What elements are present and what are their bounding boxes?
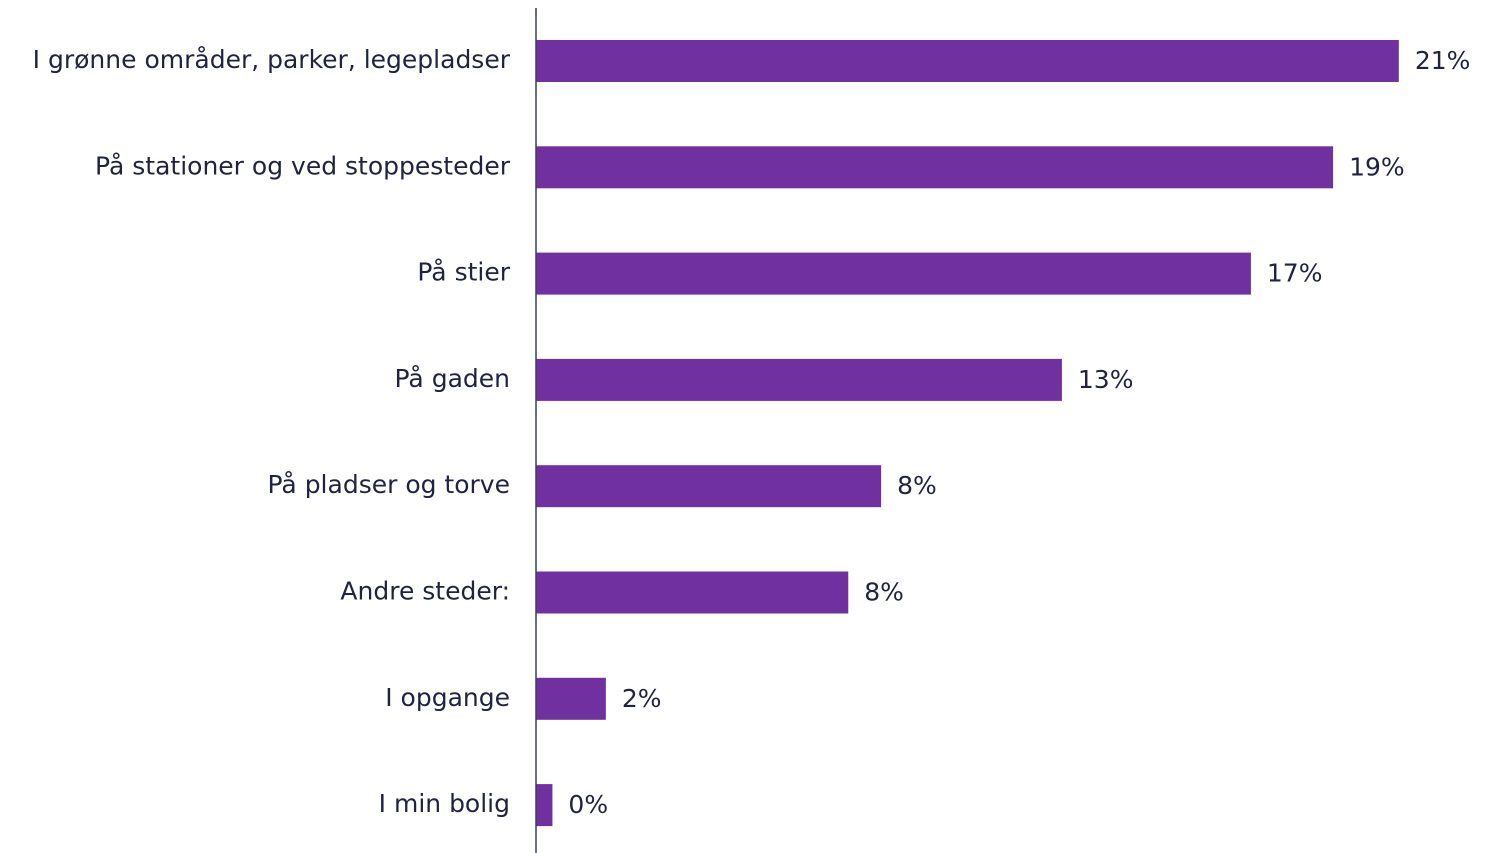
value-label: 8% [864, 578, 904, 607]
bar [536, 571, 849, 614]
value-label: 19% [1349, 152, 1405, 181]
value-label: 21% [1415, 46, 1471, 75]
category-label: På stationer og ved stoppesteder [95, 151, 511, 180]
bar [536, 252, 1251, 295]
value-label: 8% [897, 471, 937, 500]
value-label: 17% [1267, 259, 1323, 288]
bar [536, 677, 606, 720]
value-label: 13% [1078, 365, 1134, 394]
bar [536, 784, 553, 827]
bar [536, 358, 1062, 401]
value-label: 2% [622, 684, 662, 713]
value-label: 0% [568, 790, 608, 819]
category-label: I min bolig [379, 789, 510, 818]
category-label: På gaden [394, 364, 510, 393]
category-label: På pladser og torve [267, 470, 510, 499]
category-label: I grønne områder, parker, legepladser [33, 45, 511, 74]
bar [536, 465, 882, 508]
category-label: Andre steder: [340, 577, 510, 606]
bar [536, 146, 1334, 189]
category-label: På stier [417, 258, 510, 287]
category-label: I opgange [385, 683, 510, 712]
bar [536, 40, 1399, 82]
